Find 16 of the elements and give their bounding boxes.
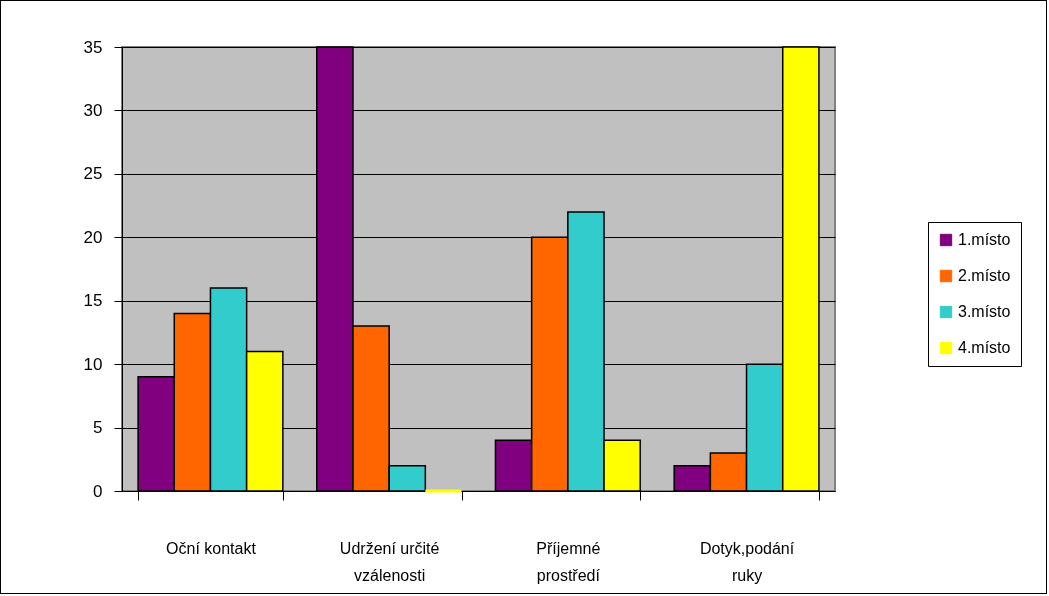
y-tick-label: 15	[83, 291, 103, 311]
x-tick-label: Dotyk,podání ruky	[699, 539, 795, 584]
y-tick-label: 30	[83, 100, 103, 120]
y-tick-label: 20	[83, 227, 103, 247]
y-tick-label: 35	[83, 37, 103, 57]
legend-label: 4.místo	[958, 339, 1011, 356]
y-tick-label: 5	[93, 418, 103, 438]
legend-label: 2.místo	[958, 267, 1011, 284]
y-tick-label: 0	[93, 481, 103, 501]
y-tick-label: 25	[83, 164, 103, 184]
legend-label: 1.místo	[958, 231, 1011, 248]
x-tick-label: Příjemné prostředí	[536, 539, 601, 584]
x-tick-label: Udržení určité vzálenosti	[339, 539, 440, 584]
legend-label: 3.místo	[958, 303, 1011, 320]
y-tick-label: 10	[83, 354, 103, 374]
x-tick-label: Oční kontakt	[166, 539, 257, 557]
